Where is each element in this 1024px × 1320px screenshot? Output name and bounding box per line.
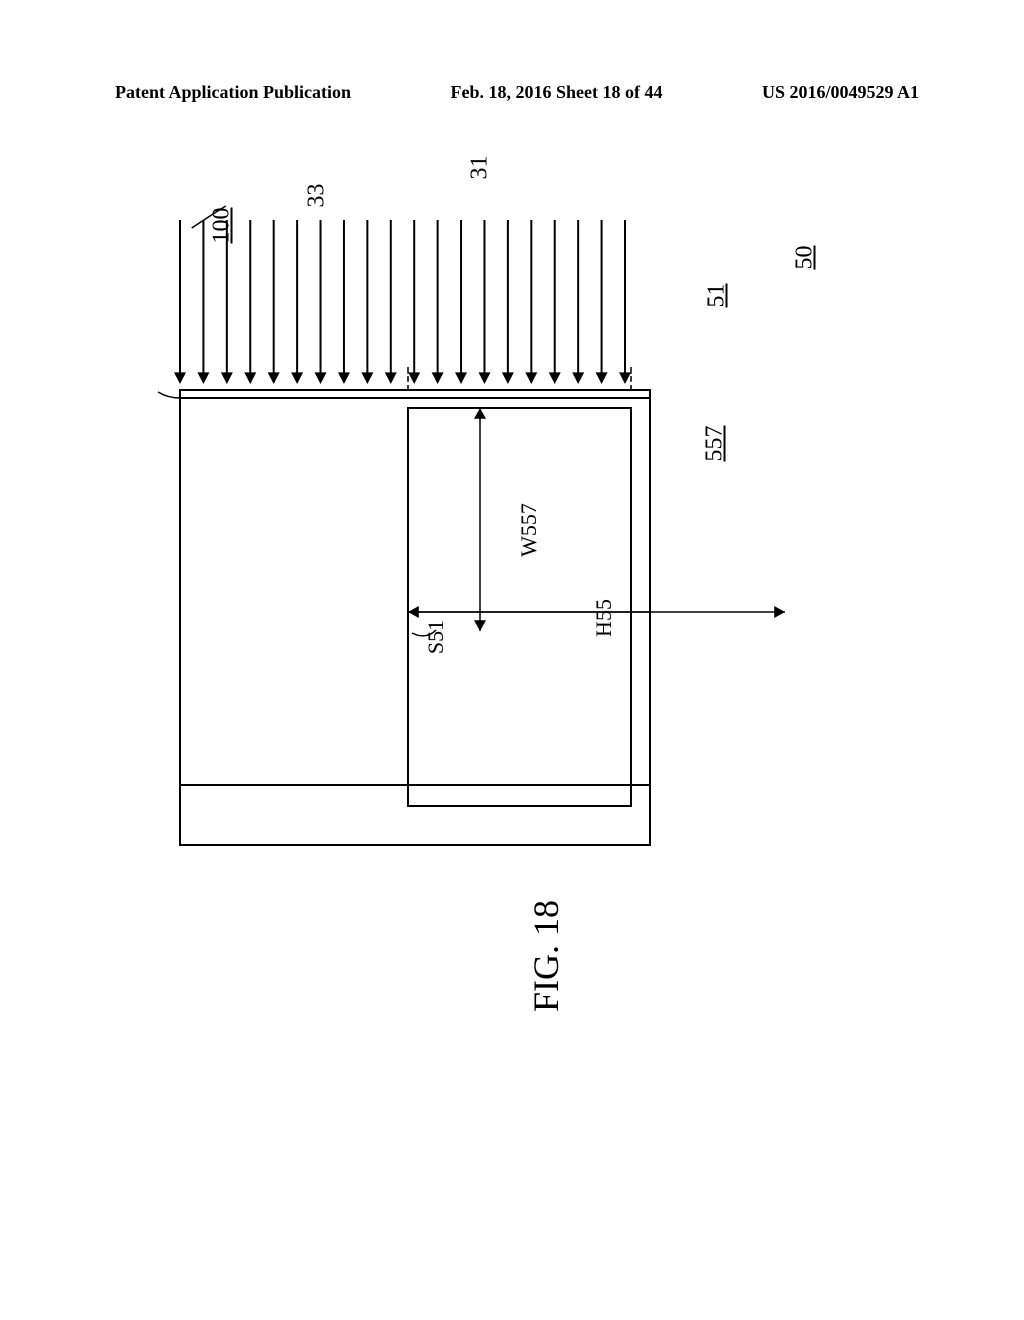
ref-51: 51 <box>704 284 731 308</box>
dim-w557: W557 <box>516 503 542 557</box>
dim-s51: S51 <box>423 620 449 654</box>
ref-31: 31 <box>467 156 494 180</box>
figure-caption: FIG. 18 <box>525 900 567 1012</box>
ref-100: 100 <box>209 208 236 244</box>
figure-container: FIG. 18 100 33 31 50 51 557 S51 W557 H55 <box>0 0 1024 1320</box>
ref-557: 557 <box>702 426 729 462</box>
ref-33: 33 <box>304 184 331 208</box>
ref-50: 50 <box>792 246 819 270</box>
diagram-svg <box>0 0 1024 1320</box>
dim-h55: H55 <box>591 599 617 637</box>
